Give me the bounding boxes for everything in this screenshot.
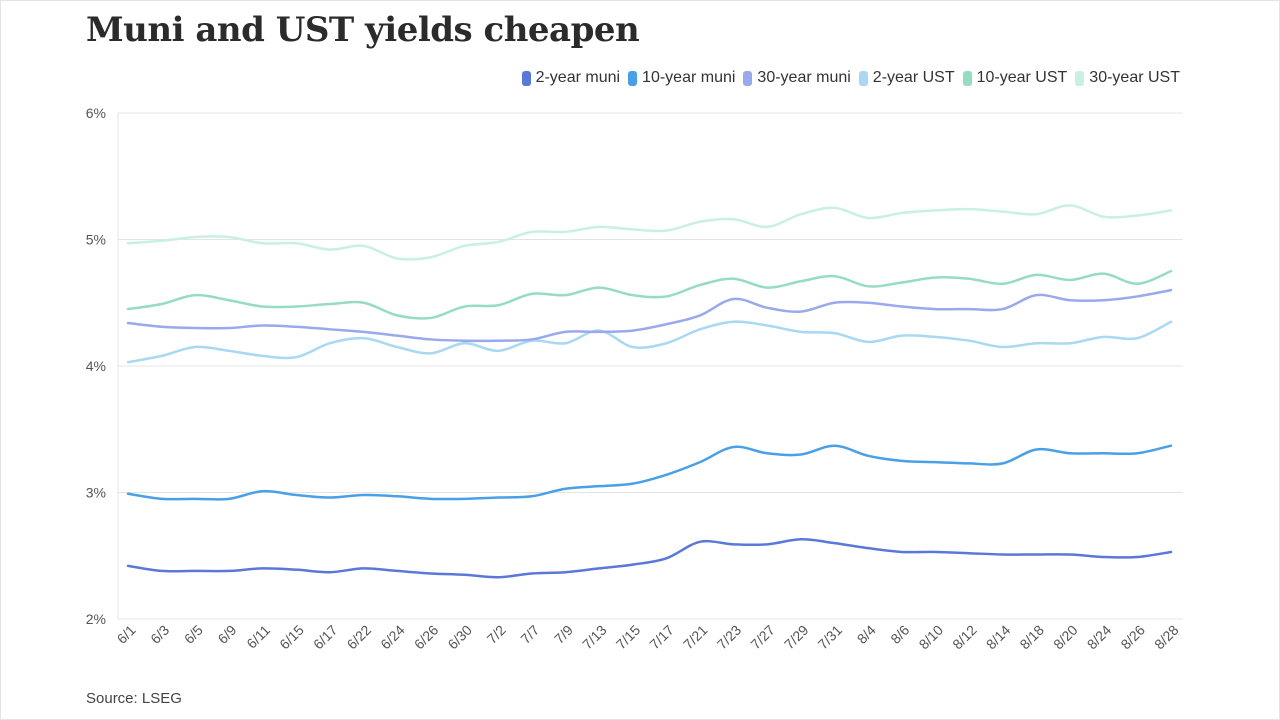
x-tick-label: 7/27	[747, 622, 778, 653]
legend-item-30-year-muni: 30-year muni	[743, 69, 851, 87]
x-tick-label: 8/10	[916, 622, 947, 653]
legend-swatch	[521, 70, 531, 86]
x-tick-label: 6/17	[310, 622, 341, 653]
x-tick-label: 6/11	[243, 622, 273, 652]
x-tick-label: 7/17	[646, 622, 677, 653]
x-tick-label: 6/22	[344, 622, 375, 653]
legend-label: 10-year UST	[976, 69, 1068, 86]
x-tick-label: 7/13	[579, 622, 610, 653]
x-tick-label: 7/15	[613, 622, 644, 653]
series-line-2-year-muni	[126, 538, 1173, 579]
x-tick-label: 8/20	[1050, 622, 1081, 653]
legend-swatch	[1075, 70, 1085, 86]
y-tick-label: 6%	[86, 105, 106, 121]
x-tick-label: 7/7	[517, 622, 542, 647]
series-line-10-year-ust	[126, 269, 1173, 320]
y-tick-label: 4%	[86, 358, 106, 374]
x-tick-label: 8/6	[887, 622, 912, 647]
x-tick-label: 8/18	[1016, 622, 1047, 653]
legend-item-10-year-ust: 10-year UST	[962, 69, 1068, 87]
series-line-2-year-ust	[126, 320, 1173, 364]
x-tick-label: 6/1	[114, 622, 139, 647]
series-line-30-year-ust	[126, 204, 1173, 261]
legend-label: 30-year muni	[757, 69, 851, 86]
legend-label: 2-year UST	[872, 69, 955, 86]
y-tick-label: 3%	[86, 485, 106, 501]
legend-item-10-year-muni: 10-year muni	[628, 69, 735, 87]
x-tick-label: 6/9	[214, 622, 239, 647]
x-tick-label: 6/5	[181, 622, 206, 647]
legend: 2-year muni 10-year muni 30-year muni 2-yea…	[514, 69, 1180, 87]
source-note: Source: LSEG	[86, 690, 182, 707]
x-tick-label: 7/21	[680, 622, 711, 653]
series-line-30-year-muni	[126, 288, 1173, 343]
x-tick-label: 7/2	[484, 622, 509, 647]
series-line-10-year-muni	[126, 444, 1173, 501]
x-tick-label: 7/9	[551, 622, 576, 647]
legend-item-2-year-ust: 2-year UST	[858, 69, 955, 87]
legend-swatch	[743, 70, 753, 86]
legend-swatch	[962, 70, 972, 86]
legend-swatch	[858, 70, 868, 86]
x-tick-label: 8/14	[983, 622, 1014, 653]
x-tick-label: 6/30	[444, 622, 475, 653]
y-tick-label: 5%	[86, 232, 106, 248]
chart-title: Muni and UST yields cheapen	[86, 10, 640, 50]
x-tick-label: 6/3	[147, 622, 172, 647]
legend-label: 2-year muni	[535, 69, 621, 86]
legend-item-2-year-muni: 2-year muni	[521, 69, 621, 87]
legend-label: 30-year UST	[1089, 69, 1180, 86]
x-tick-label: 7/23	[714, 622, 745, 653]
legend-label: 10-year muni	[642, 69, 736, 86]
x-tick-label: 8/12	[949, 622, 980, 653]
x-tick-label: 8/28	[1151, 622, 1182, 653]
x-tick-label: 8/26	[1117, 622, 1148, 653]
x-tick-label: 8/24	[1084, 622, 1115, 653]
x-tick-label: 7/31	[815, 622, 846, 653]
legend-swatch	[628, 70, 638, 86]
legend-item-30-year-ust: 30-year UST	[1075, 69, 1180, 87]
x-tick-label: 6/26	[411, 622, 442, 653]
x-tick-label: 6/15	[276, 622, 307, 653]
x-tick-label: 6/24	[377, 622, 408, 653]
y-tick-label: 2%	[86, 611, 106, 627]
x-tick-label: 7/29	[781, 622, 812, 653]
x-tick-label: 8/4	[854, 622, 879, 647]
